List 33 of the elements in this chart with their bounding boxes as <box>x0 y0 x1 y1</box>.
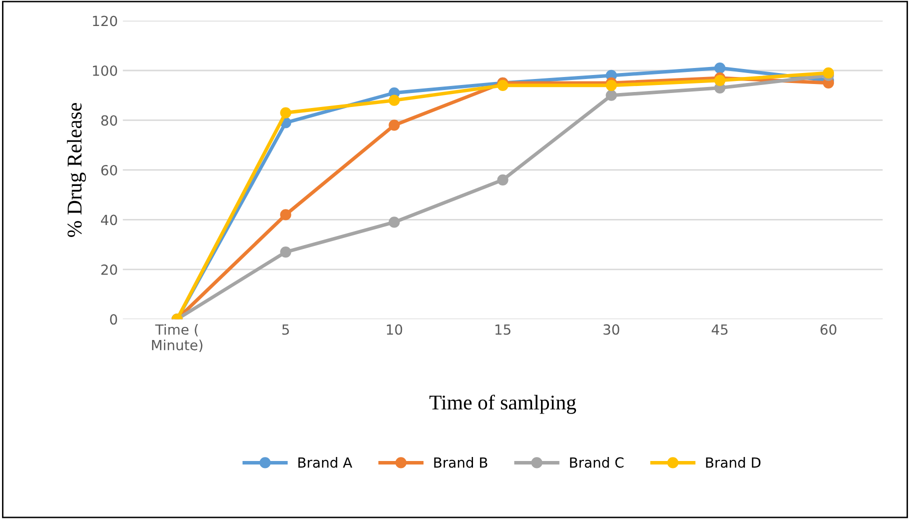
point <box>497 80 508 91</box>
y-tick-label: 20 <box>101 264 118 275</box>
y-tick-label: 60 <box>101 164 118 176</box>
x-tick-label: 15 <box>495 324 510 335</box>
x-tick-label: 10 <box>386 324 402 335</box>
y-tick-label: 0 <box>110 314 118 325</box>
legend-label: Brand C <box>570 457 624 468</box>
x-tick-label: 30 <box>604 324 620 335</box>
point <box>714 74 726 86</box>
y-tick-label: 40 <box>100 214 118 226</box>
y-axis-title: % Drug Release <box>66 103 86 237</box>
legend-label: Brand D <box>706 457 760 468</box>
point <box>388 216 400 228</box>
y-tick-label: 120 <box>93 16 118 26</box>
point <box>280 209 292 220</box>
x-axis-title: Time of samlping <box>429 394 576 414</box>
x-tick-label: Time ( Minute) <box>152 324 202 352</box>
x-tick-label: 60 <box>820 324 836 335</box>
x-tick-label: 45 <box>712 324 728 335</box>
x-tick-label: 5 <box>282 324 289 335</box>
legend-label: Brand B <box>434 457 488 468</box>
point <box>280 246 292 258</box>
legend-label: Brand A <box>298 457 352 468</box>
point <box>388 94 400 106</box>
point <box>606 90 617 101</box>
y-tick-label: 80 <box>101 115 118 126</box>
point <box>822 67 834 79</box>
point <box>606 80 617 91</box>
point <box>714 62 726 74</box>
point <box>388 120 400 131</box>
point <box>497 174 508 186</box>
point <box>280 107 292 118</box>
y-tick-label: 100 <box>93 65 118 76</box>
